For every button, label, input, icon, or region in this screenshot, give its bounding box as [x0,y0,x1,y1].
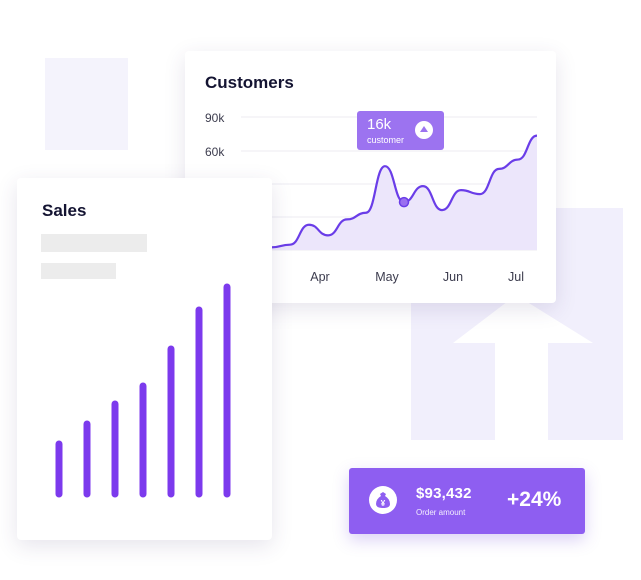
order-amount-value: $93,432 [416,485,472,502]
y-tick-label: 60k [205,145,225,159]
up-arrow-icon [453,295,593,440]
x-tick-label: Jun [443,270,463,284]
skeleton-placeholder [41,263,116,279]
order-amount-caption: Order amount [416,508,466,517]
x-tick-label: May [375,270,399,284]
customers-card: Customers 90k 60k Apr May Jun Jul 16k cu… [185,51,556,303]
customers-line-chart: 90k 60k Apr May Jun Jul [205,111,538,284]
chevron-up-icon[interactable] [415,121,433,139]
y-tick-label: 90k [205,111,225,125]
sales-bar-chart [55,283,231,498]
decorative-square [45,58,128,150]
order-change-percent: +24% [507,488,562,511]
customers-area-fill [271,135,537,250]
svg-text:¥: ¥ [381,499,386,508]
skeleton-placeholder [41,234,147,252]
money-bag-icon: ¥ [369,486,397,514]
sales-card: Sales [17,178,272,540]
x-tick-label: Apr [310,270,329,284]
highlight-point[interactable] [398,196,410,208]
customers-tooltip: 16k customer [357,111,444,150]
tooltip-unit: customer [367,135,405,145]
sales-title: Sales [42,201,87,220]
tooltip-value: 16k [367,116,392,133]
x-tick-label: Jul [508,270,524,284]
order-amount-card[interactable]: ¥ $93,432 Order amount +24% [349,468,585,534]
customers-title: Customers [205,73,294,92]
